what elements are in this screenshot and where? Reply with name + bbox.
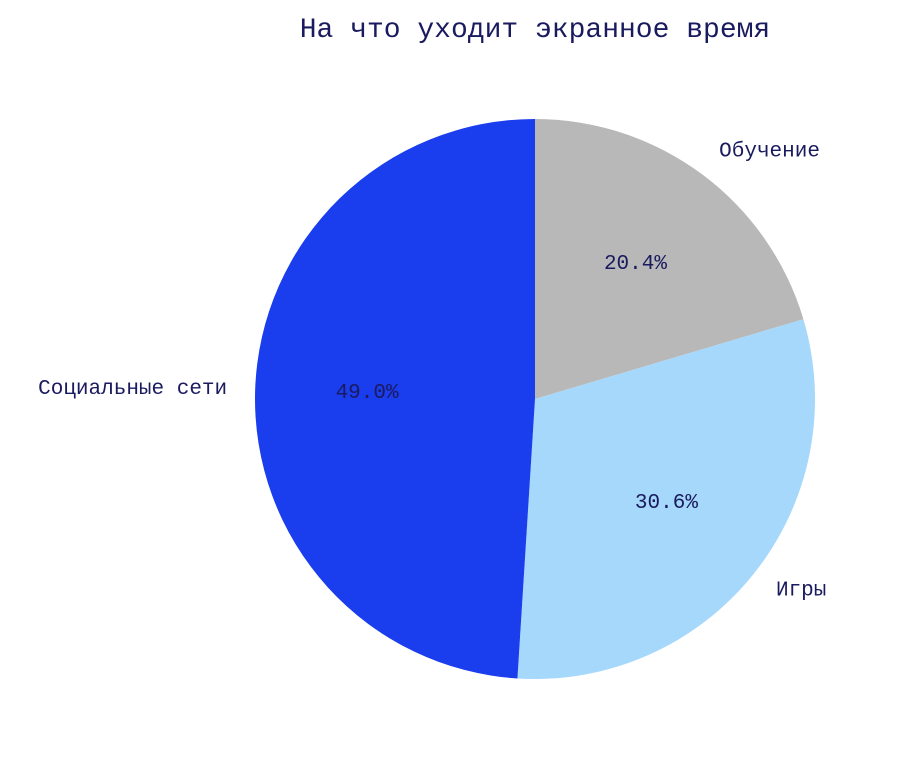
slice-category-label: Обучение — [719, 141, 820, 164]
slice-percent-label: 30.6% — [635, 492, 698, 515]
pie-slice-3 — [254, 119, 535, 679]
pie-labels: 20.4% Обучение 30.6% Игры 49.0% Социальные се… — [38, 141, 826, 603]
slice-percent-label: 20.4% — [604, 253, 667, 276]
pie-slice-1 — [535, 119, 804, 399]
slice-category-label: Социальные сети — [38, 378, 227, 401]
pie-slices — [254, 119, 815, 679]
slice-category-label: Игры — [776, 579, 826, 602]
pie-slice-2 — [517, 319, 815, 679]
chart-title: На что уходит экранное время — [300, 15, 770, 46]
slice-percent-label: 49.0% — [336, 382, 399, 405]
